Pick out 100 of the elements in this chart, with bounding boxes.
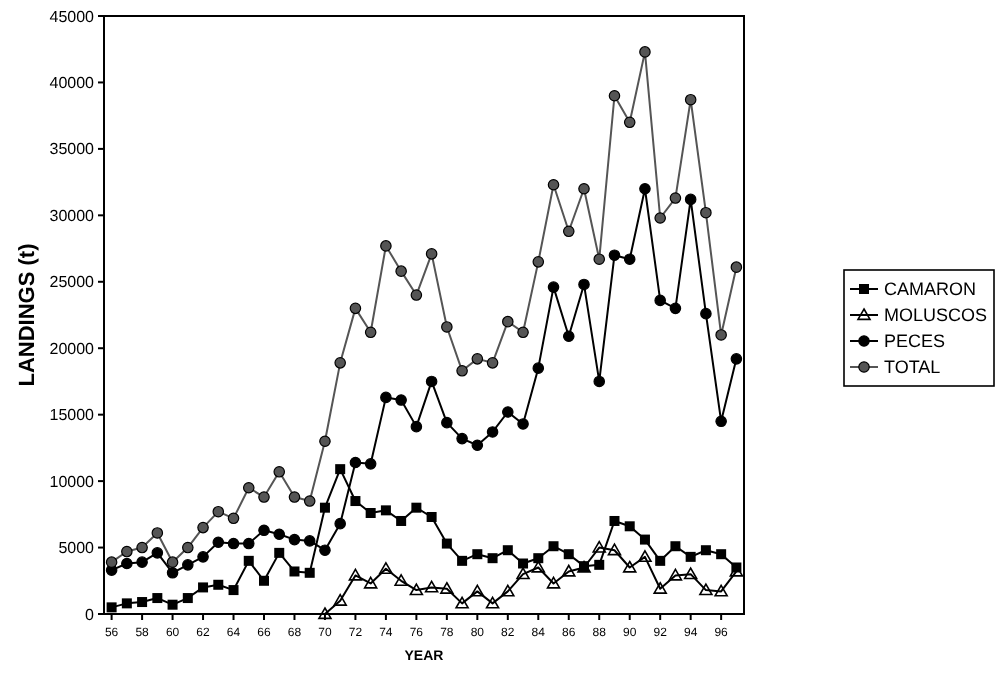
point [441, 538, 452, 549]
point [167, 599, 178, 610]
point [197, 551, 209, 563]
point [319, 544, 331, 557]
point [440, 581, 454, 594]
y-tick-label: 40000 [49, 74, 96, 93]
point [622, 560, 637, 573]
point [639, 182, 651, 195]
point [425, 248, 438, 260]
point [364, 326, 377, 339]
point [136, 541, 148, 554]
point [485, 596, 500, 609]
point [182, 593, 193, 604]
point [684, 193, 697, 206]
point [669, 302, 682, 315]
point [152, 593, 163, 604]
point [380, 505, 391, 516]
point [486, 426, 499, 438]
point [349, 456, 362, 469]
point [213, 579, 224, 590]
point [471, 353, 484, 365]
point [715, 415, 727, 428]
point [212, 505, 225, 518]
point [288, 533, 301, 546]
y-tick-label: 25000 [49, 273, 96, 292]
point [609, 515, 620, 526]
point [349, 302, 362, 315]
point [639, 534, 650, 545]
point [548, 541, 559, 552]
point [716, 549, 727, 560]
point [304, 567, 315, 578]
point [608, 249, 621, 261]
point [471, 439, 484, 452]
point [334, 357, 346, 369]
point [258, 491, 270, 503]
point [410, 289, 423, 301]
point [714, 584, 728, 597]
point [424, 580, 439, 593]
point [441, 321, 453, 333]
point [365, 508, 376, 518]
point [273, 528, 286, 541]
point [455, 596, 469, 609]
point [409, 583, 424, 596]
point [197, 521, 209, 534]
y-tick-label: 30000 [49, 206, 96, 225]
point [562, 330, 575, 343]
point [578, 182, 590, 195]
point [319, 502, 330, 513]
point [411, 502, 422, 513]
point [546, 576, 561, 589]
point [669, 192, 682, 204]
point [547, 281, 560, 293]
point [394, 573, 408, 586]
y-tick-label: 35000 [49, 140, 96, 159]
point [243, 555, 254, 566]
point [380, 391, 392, 404]
point [730, 353, 743, 365]
point [151, 527, 164, 539]
point [501, 584, 515, 597]
point [516, 567, 530, 580]
legend-label: PECES [884, 331, 946, 352]
point [242, 537, 255, 550]
legend-label: CAMARON [884, 279, 977, 300]
point [700, 307, 712, 320]
point [182, 541, 194, 554]
point [121, 557, 133, 570]
point [668, 568, 683, 581]
point [303, 495, 316, 507]
point [105, 556, 118, 568]
point [228, 585, 239, 596]
point [379, 562, 393, 575]
point [608, 89, 621, 102]
y-axis-title: LANDINGS (t) [16, 242, 40, 387]
point [426, 511, 437, 522]
point [639, 46, 651, 58]
point [592, 540, 607, 553]
point [594, 559, 605, 570]
y-tick-label: 0 [85, 605, 96, 624]
point [518, 558, 529, 569]
point [700, 545, 711, 556]
point [334, 517, 346, 530]
point [410, 420, 423, 433]
point [470, 584, 485, 597]
point [715, 329, 727, 341]
point [457, 555, 468, 566]
point [699, 583, 713, 596]
point [654, 212, 666, 224]
point [350, 496, 361, 507]
point [517, 418, 529, 430]
point [289, 566, 300, 577]
point [364, 458, 377, 470]
point [670, 541, 681, 552]
point [166, 556, 179, 568]
point [561, 564, 576, 577]
point [198, 582, 209, 593]
y-tick-label: 10000 [49, 472, 96, 491]
point [593, 375, 606, 388]
point [242, 481, 255, 494]
point [502, 545, 513, 556]
point [425, 375, 438, 388]
